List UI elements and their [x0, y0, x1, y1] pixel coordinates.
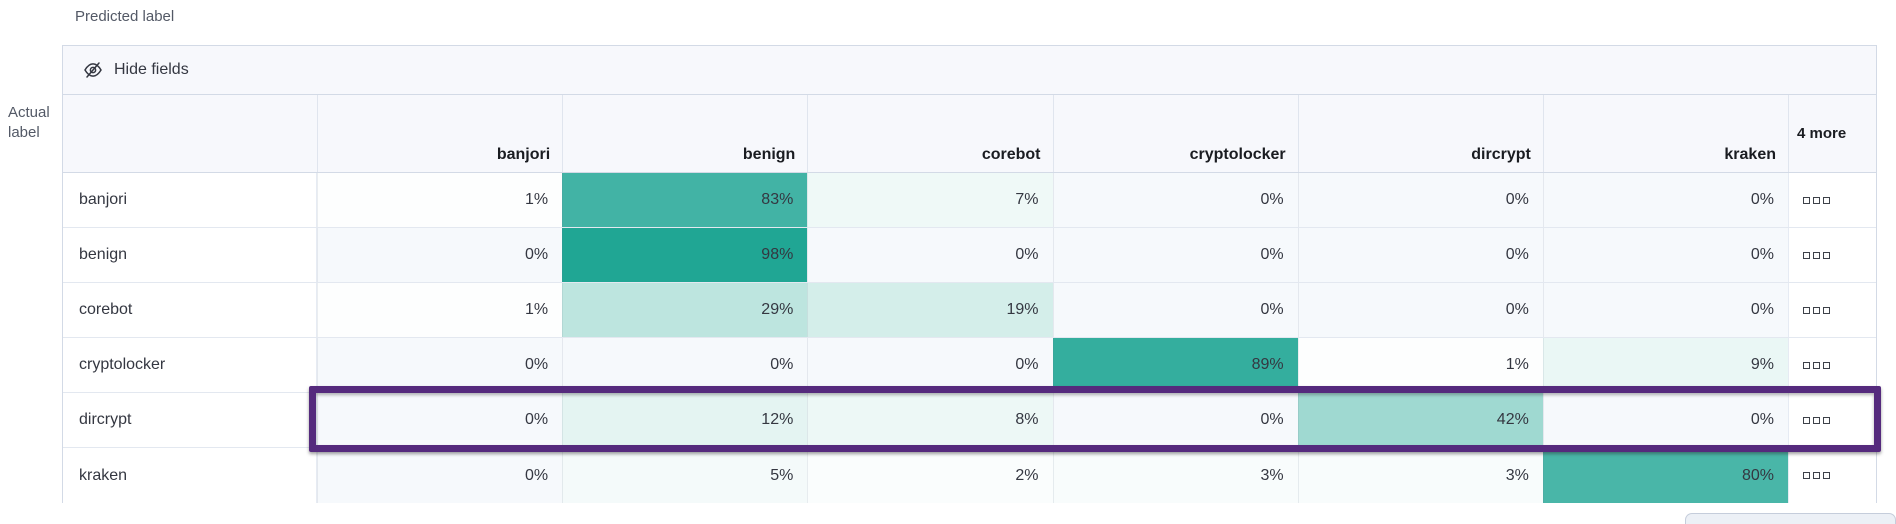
- more-columns-header[interactable]: 4 more: [1788, 95, 1876, 172]
- boxes-ellipsis-icon: [1803, 251, 1810, 259]
- matrix-cell-benign-cryptolocker[interactable]: 0%: [1052, 228, 1298, 282]
- column-header-benign[interactable]: benign: [562, 95, 807, 172]
- actual-axis-label: Actual label: [8, 104, 50, 142]
- row-label: benign: [63, 228, 317, 282]
- row-label: corebot: [63, 283, 317, 337]
- matrix-cell-banjori-kraken[interactable]: 0%: [1542, 173, 1788, 227]
- boxes-ellipsis-icon: [1813, 416, 1820, 424]
- row-actions-cell: [1788, 393, 1876, 447]
- matrix-cell-kraken-kraken[interactable]: 80%: [1542, 448, 1788, 503]
- matrix-cell-cryptolocker-kraken[interactable]: 9%: [1542, 338, 1788, 392]
- bottom-right-cutoff-control[interactable]: [1685, 513, 1896, 524]
- matrix-cell-benign-benign[interactable]: 98%: [562, 228, 808, 282]
- eye-closed-icon: [83, 60, 103, 80]
- matrix-corner-cell: [63, 95, 317, 172]
- matrix-cell-cryptolocker-dircrypt[interactable]: 1%: [1297, 338, 1543, 392]
- matrix-cell-benign-dircrypt[interactable]: 0%: [1297, 228, 1543, 282]
- row-label: banjori: [63, 173, 317, 227]
- boxes-ellipsis-icon: [1823, 306, 1830, 314]
- boxes-ellipsis-icon: [1813, 361, 1820, 369]
- predicted-axis-label: Predicted label: [75, 8, 175, 25]
- matrix-body: banjori 1% 83% 7% 0% 0% 0% benign 0% 98% 0% 0% 0% 0% c…: [63, 173, 1876, 503]
- boxes-ellipsis-icon: [1823, 416, 1830, 424]
- boxes-ellipsis-icon: [1813, 196, 1820, 204]
- column-header-banjori[interactable]: banjori: [317, 95, 562, 172]
- hide-fields-label: Hide fields: [114, 61, 189, 78]
- matrix-cell-cryptolocker-benign[interactable]: 0%: [562, 338, 808, 392]
- matrix-cell-cryptolocker-banjori[interactable]: 0%: [317, 338, 563, 392]
- matrix-cell-kraken-banjori[interactable]: 0%: [317, 448, 563, 503]
- matrix-cell-dircrypt-cryptolocker[interactable]: 0%: [1052, 393, 1298, 447]
- matrix-cell-banjori-corebot[interactable]: 7%: [807, 173, 1053, 227]
- matrix-cell-corebot-cryptolocker[interactable]: 0%: [1052, 283, 1298, 337]
- row-actions-cell: [1788, 173, 1876, 227]
- boxes-ellipsis-icon: [1803, 196, 1810, 204]
- row-label: dircrypt: [63, 393, 317, 447]
- row-more-actions-button[interactable]: [1801, 468, 1832, 483]
- boxes-ellipsis-icon: [1803, 416, 1810, 424]
- boxes-ellipsis-icon: [1803, 361, 1810, 369]
- boxes-ellipsis-icon: [1823, 196, 1830, 204]
- matrix-cell-cryptolocker-corebot[interactable]: 0%: [807, 338, 1053, 392]
- matrix-cell-banjori-dircrypt[interactable]: 0%: [1297, 173, 1543, 227]
- row-more-actions-button[interactable]: [1801, 193, 1832, 208]
- matrix-row-dircrypt: dircrypt 0% 12% 8% 0% 42% 0%: [63, 393, 1876, 448]
- matrix-cell-corebot-corebot[interactable]: 19%: [807, 283, 1053, 337]
- matrix-cell-banjori-banjori[interactable]: 1%: [317, 173, 563, 227]
- matrix-cell-dircrypt-corebot[interactable]: 8%: [807, 393, 1053, 447]
- matrix-header-row: banjori benign corebot cryptolocker dircrypt…: [63, 95, 1876, 173]
- row-actions-cell: [1788, 448, 1876, 503]
- boxes-ellipsis-icon: [1803, 306, 1810, 314]
- confusion-matrix-grid: Hide fields banjori benign corebot cryptolo…: [62, 45, 1877, 503]
- column-header-cryptolocker[interactable]: cryptolocker: [1052, 95, 1298, 172]
- matrix-cell-dircrypt-dircrypt[interactable]: 42%: [1297, 393, 1543, 447]
- matrix-cell-kraken-corebot[interactable]: 2%: [807, 448, 1053, 503]
- row-more-actions-button[interactable]: [1801, 413, 1832, 428]
- grid-toolbar: Hide fields: [63, 46, 1876, 95]
- matrix-row-benign: benign 0% 98% 0% 0% 0% 0%: [63, 228, 1876, 283]
- matrix-cell-corebot-banjori[interactable]: 1%: [317, 283, 563, 337]
- boxes-ellipsis-icon: [1823, 361, 1830, 369]
- row-more-actions-button[interactable]: [1801, 303, 1832, 318]
- row-actions-cell: [1788, 228, 1876, 282]
- row-more-actions-button[interactable]: [1801, 248, 1832, 263]
- boxes-ellipsis-icon: [1813, 306, 1820, 314]
- matrix-cell-corebot-benign[interactable]: 29%: [562, 283, 808, 337]
- matrix-cell-banjori-cryptolocker[interactable]: 0%: [1052, 173, 1298, 227]
- matrix-cell-corebot-kraken[interactable]: 0%: [1542, 283, 1788, 337]
- row-label: kraken: [63, 448, 317, 503]
- matrix-cell-benign-corebot[interactable]: 0%: [807, 228, 1053, 282]
- boxes-ellipsis-icon: [1813, 251, 1820, 259]
- matrix-cell-dircrypt-kraken[interactable]: 0%: [1542, 393, 1788, 447]
- matrix-cell-benign-banjori[interactable]: 0%: [317, 228, 563, 282]
- matrix-cell-cryptolocker-cryptolocker[interactable]: 89%: [1052, 338, 1298, 392]
- row-actions-cell: [1788, 338, 1876, 392]
- boxes-ellipsis-icon: [1803, 472, 1810, 479]
- matrix-row-kraken: kraken 0% 5% 2% 3% 3% 80%: [63, 448, 1876, 503]
- column-header-dircrypt[interactable]: dircrypt: [1297, 95, 1543, 172]
- boxes-ellipsis-icon: [1823, 251, 1830, 259]
- boxes-ellipsis-icon: [1823, 472, 1830, 479]
- matrix-row-cryptolocker: cryptolocker 0% 0% 0% 89% 1% 9%: [63, 338, 1876, 393]
- matrix-cell-dircrypt-banjori[interactable]: 0%: [317, 393, 563, 447]
- boxes-ellipsis-icon: [1813, 472, 1820, 479]
- matrix-row-corebot: corebot 1% 29% 19% 0% 0% 0%: [63, 283, 1876, 338]
- row-more-actions-button[interactable]: [1801, 358, 1832, 373]
- row-label: cryptolocker: [63, 338, 317, 392]
- matrix-cell-corebot-dircrypt[interactable]: 0%: [1297, 283, 1543, 337]
- column-header-kraken[interactable]: kraken: [1542, 95, 1788, 172]
- matrix-cell-dircrypt-benign[interactable]: 12%: [562, 393, 808, 447]
- matrix-cell-kraken-dircrypt[interactable]: 3%: [1297, 448, 1543, 503]
- column-header-corebot[interactable]: corebot: [807, 95, 1052, 172]
- matrix-cell-benign-kraken[interactable]: 0%: [1542, 228, 1788, 282]
- row-actions-cell: [1788, 283, 1876, 337]
- matrix-cell-kraken-benign[interactable]: 5%: [562, 448, 808, 503]
- hide-fields-button[interactable]: Hide fields: [83, 60, 189, 80]
- matrix-row-banjori: banjori 1% 83% 7% 0% 0% 0%: [63, 173, 1876, 228]
- matrix-cell-kraken-cryptolocker[interactable]: 3%: [1052, 448, 1298, 503]
- matrix-cell-banjori-benign[interactable]: 83%: [562, 173, 808, 227]
